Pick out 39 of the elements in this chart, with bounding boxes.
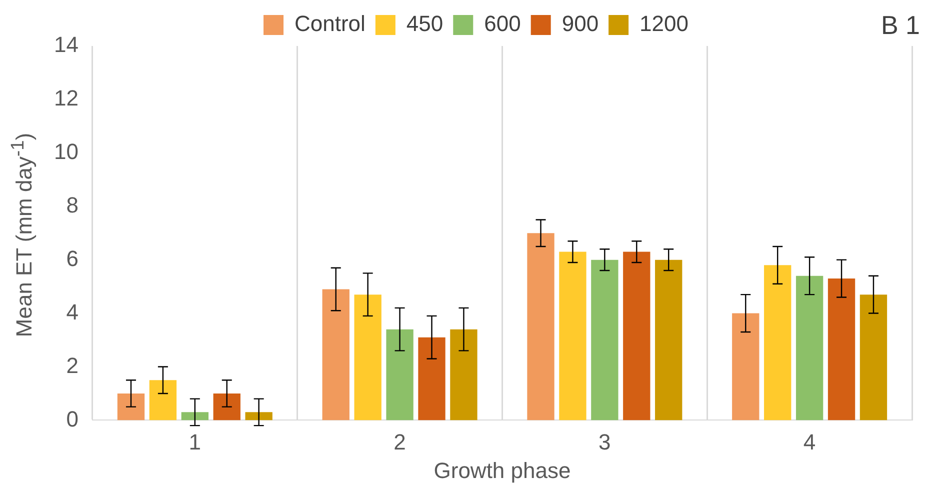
bar xyxy=(828,278,856,420)
y-tick-label: 12 xyxy=(54,86,78,111)
x-tick-label: 3 xyxy=(598,429,611,454)
legend-label: 1200 xyxy=(640,11,688,36)
y-tick-label: 2 xyxy=(66,352,78,378)
bar xyxy=(418,337,446,420)
y-tick-label: 10 xyxy=(54,138,78,164)
bar xyxy=(354,294,382,420)
bar xyxy=(213,393,240,420)
legend-label: 900 xyxy=(562,11,599,36)
bar xyxy=(245,412,272,420)
y-tick-label: 8 xyxy=(66,192,78,218)
bar xyxy=(623,252,650,420)
legend-label: 600 xyxy=(484,11,521,36)
legend-label: 450 xyxy=(406,11,444,36)
bar xyxy=(149,380,177,420)
x-tick-label: 4 xyxy=(803,429,816,454)
bar xyxy=(655,260,682,420)
y-tick-label: 4 xyxy=(66,299,78,324)
legend-label: Control xyxy=(294,11,366,36)
bar xyxy=(386,329,414,420)
bar xyxy=(181,412,208,420)
text: B 1 xyxy=(880,10,920,40)
bar xyxy=(559,252,586,420)
y-tick-label: 14 xyxy=(54,32,78,58)
bar xyxy=(796,276,824,420)
bar xyxy=(591,260,618,420)
bar xyxy=(117,393,145,420)
x-tick-label: 1 xyxy=(188,429,202,454)
bar xyxy=(450,329,478,420)
bar xyxy=(527,233,554,420)
bar xyxy=(732,313,760,420)
bar xyxy=(322,289,350,420)
bar xyxy=(764,265,792,420)
x-tick-label: 2 xyxy=(394,429,406,454)
x-axis-title: Growth phase xyxy=(434,458,571,483)
y-tick-label: 6 xyxy=(66,246,78,271)
y-tick-label: 0 xyxy=(66,406,78,432)
bar xyxy=(860,294,888,420)
